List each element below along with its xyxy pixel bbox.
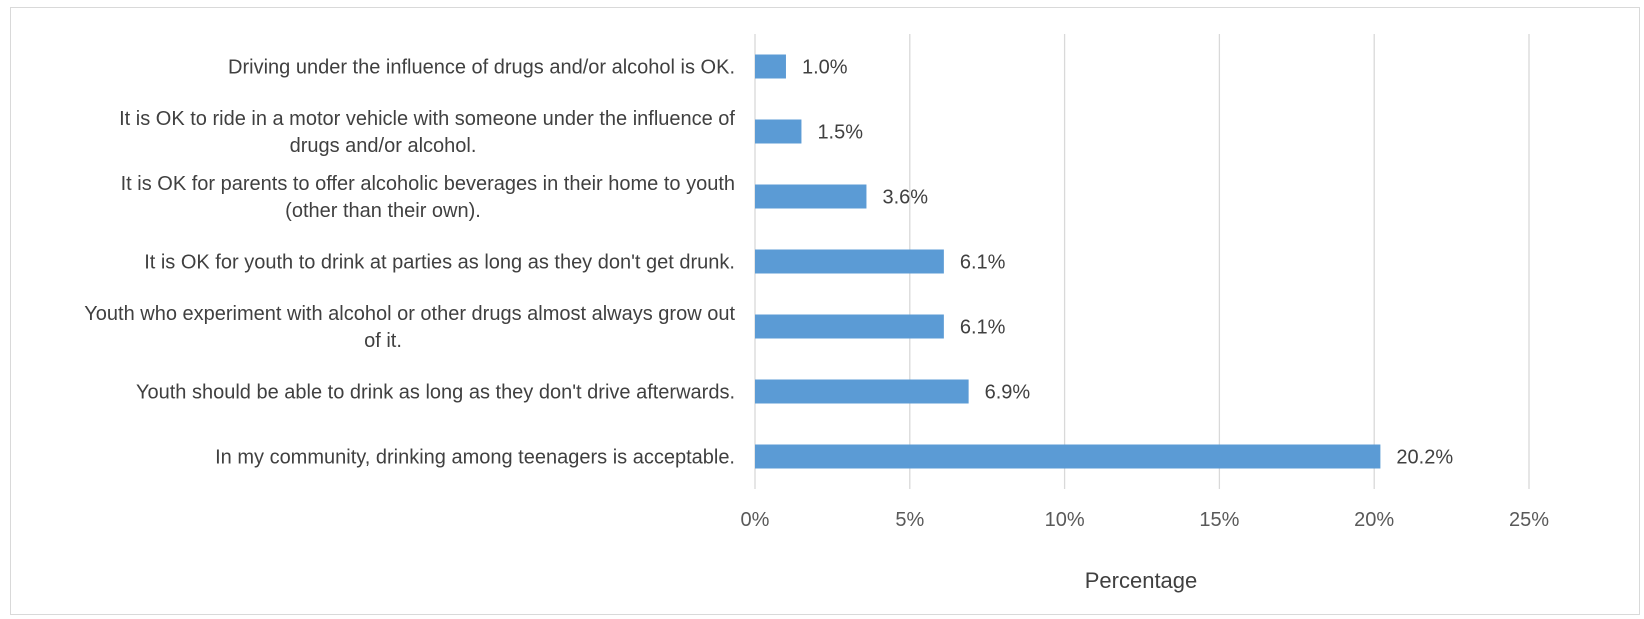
bar: [755, 314, 944, 339]
category-label: It is OK for youth to drink at parties a…: [144, 252, 735, 274]
x-tick-label: 10%: [1045, 509, 1085, 531]
bars: [755, 54, 1381, 469]
data-label: 3.6%: [882, 187, 928, 209]
data-label: 1.5%: [817, 122, 863, 144]
data-label: 20.2%: [1396, 447, 1453, 469]
category-label: It is OK to ride in a motor vehicle with…: [119, 108, 735, 157]
x-axis-title: Percentage: [1085, 568, 1198, 593]
x-tick-labels: 0% 5% 10% 15% 20% 25%: [741, 509, 1550, 531]
x-tick-label: 25%: [1509, 509, 1549, 531]
category-label: Youth who experiment with alcohol or oth…: [84, 303, 735, 352]
data-label: 1.0%: [802, 57, 848, 79]
x-tick-label: 0%: [741, 509, 770, 531]
category-label: It is OK for parents to offer alcoholic …: [121, 173, 735, 222]
category-label: Driving under the influence of drugs and…: [228, 57, 735, 79]
chart-frame: [10, 7, 1640, 615]
data-label: 6.1%: [960, 317, 1006, 339]
data-labels: 1.0% 1.5% 3.6% 6.1% 6.1% 6.9% 20.2%: [802, 57, 1453, 469]
category-labels: Driving under the influence of drugs and…: [84, 57, 735, 469]
x-tick-label: 15%: [1199, 509, 1239, 531]
bar: [755, 54, 786, 79]
data-label: 6.1%: [960, 252, 1006, 274]
bar: [755, 184, 867, 209]
category-label: Youth should be able to drink as long as…: [136, 382, 735, 404]
category-label: In my community, drinking among teenager…: [215, 447, 735, 469]
bar: [755, 249, 944, 274]
bar: [755, 444, 1381, 469]
bar: [755, 379, 969, 404]
bar: [755, 119, 802, 144]
grid-lines: [754, 34, 1530, 489]
data-label: 6.9%: [985, 382, 1031, 404]
x-tick-label: 20%: [1354, 509, 1394, 531]
x-tick-label: 5%: [895, 509, 924, 531]
